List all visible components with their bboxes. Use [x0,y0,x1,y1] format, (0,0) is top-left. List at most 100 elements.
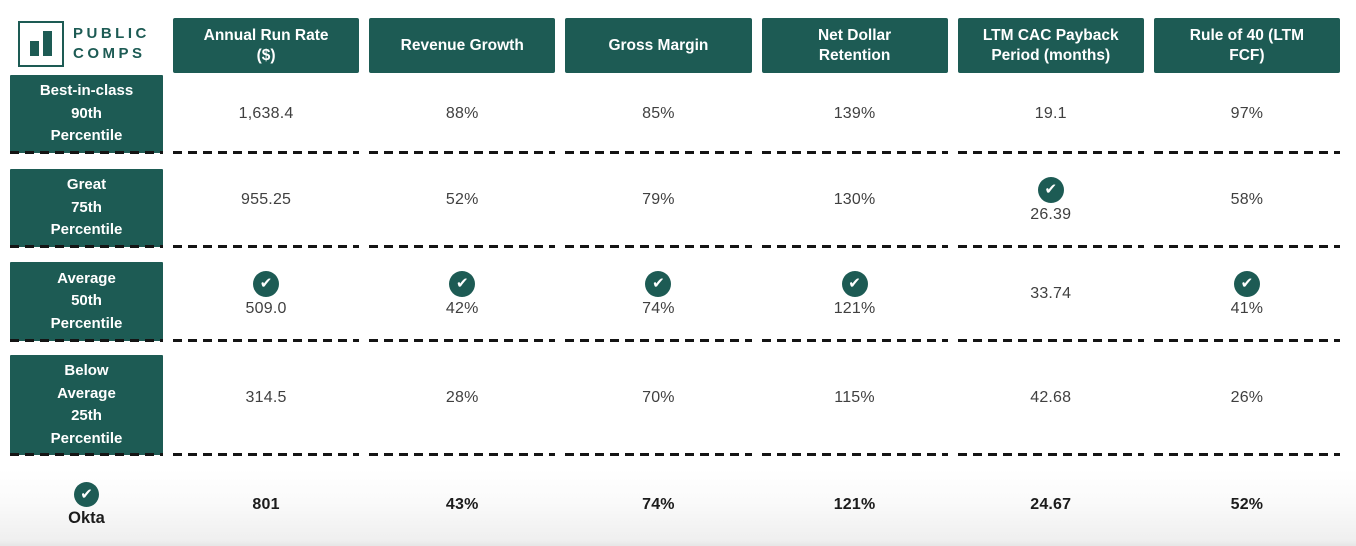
table-cell: 74% [565,455,751,546]
row-label-25th-percentile: Below Average 25th Percentile [10,355,163,455]
cell-value: 1,638.4 [238,105,294,122]
cell-value: 52% [1230,495,1264,513]
column-header-line: LTM CAC Payback [982,26,1119,44]
table-cell: 19.1 [957,75,1145,154]
row-label-cell: Below Average 25th Percentile [10,341,163,456]
cell-value: 115% [834,389,875,406]
column-header-line: Rule of 40 (LTM [1189,26,1305,44]
cell-value: 88% [445,105,479,122]
check-icon: ✔ [841,270,868,297]
row-label-line: Best-in-class [39,82,134,100]
table-row-75th-percentile: Great 75th Percentile 955.25 52% 79% 130… [0,153,1356,248]
table-cell: 130% [761,153,948,248]
table-cell: ✔ 26.39 [957,153,1145,248]
cell-value: 121% [833,495,876,513]
logo-word-comps: COMPS [73,44,146,62]
cell-value: 52% [445,191,479,208]
column-header-line: Revenue Growth [400,36,524,54]
row-label-50th-percentile: Average 50th Percentile [10,262,163,341]
table-cell: 121% [762,455,948,546]
table-cell: 139% [761,75,948,154]
column-header-ltm-cac-payback: LTM CAC Payback Period (months) [957,18,1144,73]
row-label-line: 25th [71,407,102,424]
cell-value: 33.74 [1030,285,1072,302]
cell-value: 42% [445,299,479,317]
table-cell: 52% [369,153,556,248]
row-label-line: 75th [71,198,102,216]
cell-value: 509.0 [245,299,287,317]
check-icon: ✔ [74,481,99,507]
check-icon: ✔ [1037,176,1064,203]
table-header-row: PUBLIC COMPS Annual Run Rate ($) Revenue… [0,0,1356,75]
row-label-90th-percentile: Best-in-class 90th Percentile [10,75,163,153]
table-cell: 42.68 [957,341,1145,456]
column-header-revenue-growth: Revenue Growth [369,18,556,73]
column-header-line: Net Dollar [817,26,892,44]
table-cell: 85% [565,75,752,154]
table-row-okta: ✔ Okta 801 43% 74% 121% 24.67 52% [0,455,1356,546]
table-cell: ✔ 74% [565,247,752,342]
check-icon: ✔ [253,270,280,297]
table-row-90th-percentile: Best-in-class 90th Percentile 1,638.4 88… [0,75,1356,154]
row-label-line: Great [66,176,107,194]
cell-value: 26.39 [1030,205,1072,223]
table-cell: 115% [761,341,948,456]
check-icon: ✔ [645,270,672,297]
table-cell: ✔ 509.0 [173,247,360,342]
cell-value: 97% [1230,105,1264,122]
logo-bar-short [30,40,39,56]
column-header-line: Annual Run Rate [203,26,329,44]
logo-bar-tall [43,30,52,56]
table-cell: 1,638.4 [173,75,360,154]
column-header-line: Period (months) [991,46,1111,64]
cell-value: 41% [1230,299,1264,317]
table-cell: 801 [173,455,359,546]
table-cell: 955.25 [173,153,360,248]
check-icon: ✔ [449,270,476,297]
table-cell: ✔ 41% [1153,247,1341,342]
row-label-cell: Average 50th Percentile [10,247,163,342]
table-cell: 97% [1153,75,1341,154]
cell-value: 43% [445,495,479,513]
cell-value: 79% [642,191,675,208]
row-label-line: Average [57,384,116,402]
row-label-75th-percentile: Great 75th Percentile [10,169,163,247]
row-label-line: Percentile [50,429,123,447]
cell-value: 139% [833,105,876,122]
cell-value: 85% [642,105,675,122]
cell-value: 26% [1230,389,1264,406]
cell-value: 121% [833,299,876,317]
column-header-net-dollar-retention: Net Dollar Retention [761,18,948,73]
cell-value: 314.5 [245,389,287,406]
check-icon: ✔ [1233,270,1260,297]
column-header-line: Gross Margin [608,36,709,54]
cell-value: 70% [642,389,675,406]
row-label-line: Percentile [50,314,123,332]
public-comps-logo[interactable]: PUBLIC COMPS [10,12,163,75]
table-cell: 52% [1154,455,1340,546]
cell-value: 74% [642,299,675,317]
table-cell: 28% [369,341,556,456]
table-cell: 43% [369,455,555,546]
cell-value: 24.67 [1030,495,1072,513]
table-cell: 70% [565,341,752,456]
table-cell: ✔ 121% [761,247,948,342]
row-label-cell: Best-in-class 90th Percentile [10,75,163,154]
column-header-line: FCF) [1229,46,1265,64]
table-cell: 314.5 [173,341,360,456]
cell-value: 955.25 [241,191,292,208]
table-row-25th-percentile: Below Average 25th Percentile 314.5 28% … [0,341,1356,456]
cell-value: 28% [445,389,479,406]
column-header-rule-of-40: Rule of 40 (LTM FCF) [1153,18,1340,73]
cell-value: 74% [642,495,675,513]
row-label-line: Below [64,362,109,379]
column-header-line: Retention [818,46,891,64]
table-cell: ✔ 42% [369,247,556,342]
column-header-annual-run-rate: Annual Run Rate ($) [173,18,360,73]
cell-value: 19.1 [1034,105,1067,122]
table-cell: 79% [565,153,752,248]
company-name: Okta [68,508,105,527]
table-row-50th-percentile: Average 50th Percentile ✔ 509.0 ✔ 42% ✔ … [0,247,1356,342]
row-label-cell: Great 75th Percentile [10,153,163,248]
